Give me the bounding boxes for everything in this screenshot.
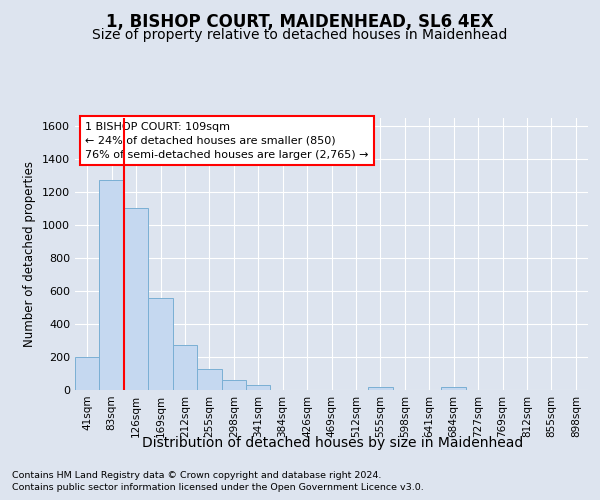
Bar [368,386,392,390]
Text: Contains HM Land Registry data © Crown copyright and database right 2024.: Contains HM Land Registry data © Crown c… [12,470,382,480]
Bar [246,385,271,390]
Bar [442,386,466,390]
Bar [148,298,173,390]
Text: Distribution of detached houses by size in Maidenhead: Distribution of detached houses by size … [142,436,524,450]
Bar [124,208,148,390]
Bar [197,370,221,390]
Bar [100,180,124,390]
Bar [75,357,100,390]
Text: Size of property relative to detached houses in Maidenhead: Size of property relative to detached ho… [92,28,508,42]
Y-axis label: Number of detached properties: Number of detached properties [23,161,37,347]
Text: 1, BISHOP COURT, MAIDENHEAD, SL6 4EX: 1, BISHOP COURT, MAIDENHEAD, SL6 4EX [106,12,494,30]
Bar [173,346,197,390]
Text: Contains public sector information licensed under the Open Government Licence v3: Contains public sector information licen… [12,483,424,492]
Text: 1 BISHOP COURT: 109sqm
← 24% of detached houses are smaller (850)
76% of semi-de: 1 BISHOP COURT: 109sqm ← 24% of detached… [85,122,369,160]
Bar [221,380,246,390]
